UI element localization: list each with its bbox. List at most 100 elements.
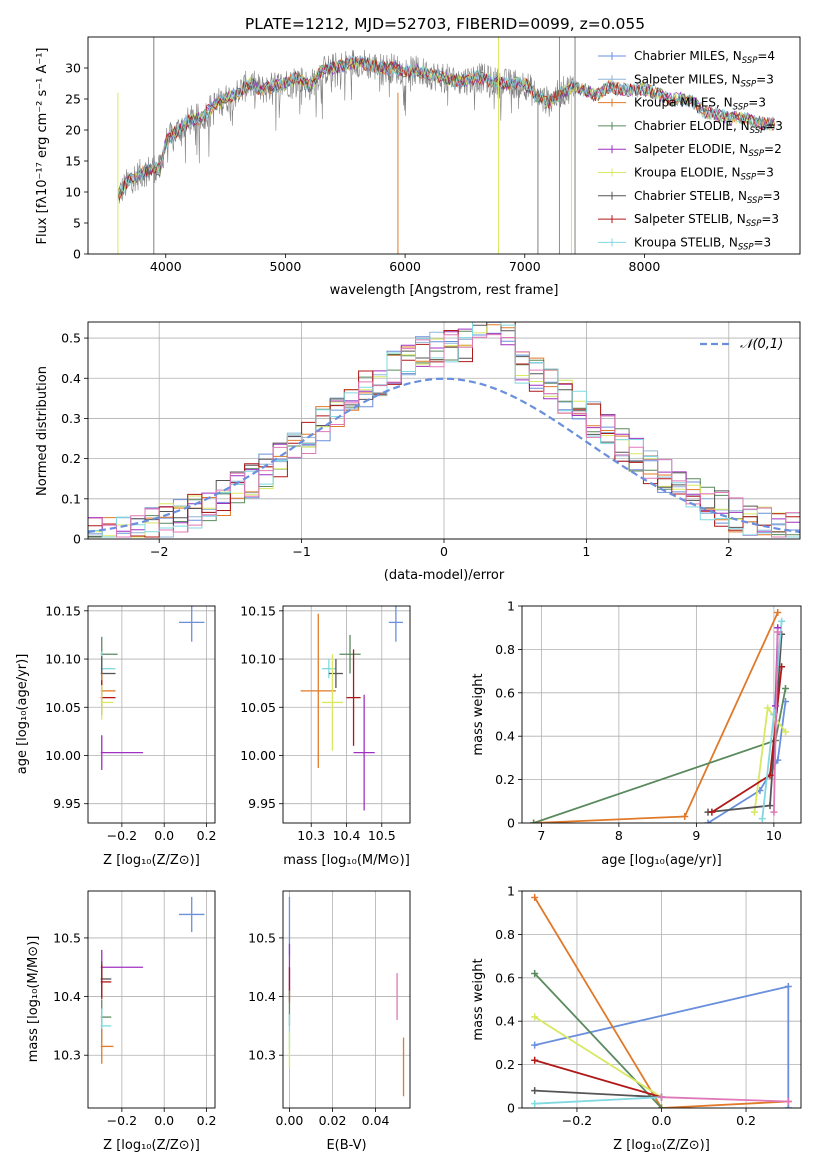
weight-point	[778, 663, 786, 671]
y-tick-label: 0.2	[61, 451, 81, 466]
weight-point	[531, 1013, 539, 1021]
legend-label: 𝒩(0,1)	[740, 337, 783, 352]
legend-label: Salpeter ELODIE, NSSP=2	[634, 142, 782, 159]
weight-point	[531, 1041, 539, 1049]
y-tick-label: 0.8	[495, 927, 515, 942]
y-tick-label: 10.05	[45, 700, 81, 715]
y-tick-label: 9.95	[53, 796, 81, 811]
hist-legend: 𝒩(0,1)	[700, 337, 783, 352]
x-tick-label: 1	[582, 544, 590, 559]
weight-point	[778, 617, 786, 625]
y-tick-label: 0.2	[495, 772, 515, 787]
x-tick-label: −1	[292, 544, 310, 559]
x-tick-label: 8000	[629, 259, 661, 274]
mass_vs_Z-panel: −0.2 0.0 0.2 10.3 10.4 10.5 Z [log₁₀(Z/Z⊙)] mas…	[26, 890, 217, 1153]
weight-point	[658, 1093, 665, 1101]
weight-point	[784, 1097, 792, 1105]
y-axis-label: Flux [fλ10⁻¹⁷ erg cm⁻² s⁻¹ A⁻¹]	[35, 48, 50, 245]
y-tick-label: 5	[73, 216, 81, 231]
y-axis-label: mass weight	[471, 673, 486, 755]
weight_vs_Z-plot-area	[531, 894, 792, 1108]
age_vs_mass-plot-area	[300, 606, 403, 811]
x-tick-label: −0.2	[562, 1113, 592, 1128]
x-tick-label: 0.2	[197, 1113, 217, 1128]
x-tick-label: 6000	[389, 259, 421, 274]
y-tick-label: 10.00	[240, 748, 276, 763]
y-axis-label: mass weight	[471, 958, 486, 1040]
weight-point	[784, 982, 792, 990]
axes-frame	[521, 890, 802, 1109]
weight-point	[758, 815, 766, 823]
y-tick-label: 0.3	[61, 411, 81, 426]
weight_vs_age-panel: 7 8 9 10 0 0.2 0.4 0.6 0.8 1 age [log₁₀(age/yr)] ma…	[471, 599, 802, 868]
x-tick-label: −0.2	[107, 828, 137, 843]
weight_vs_Z-panel: −0.2 0.0 0.2 0 0.2 0.4 0.6 0.8 1 Z [log₁₀(Z/Z⊙)] m…	[471, 884, 802, 1153]
x-axis-label: wavelength [Angstrom, rest frame]	[330, 283, 559, 298]
y-tick-label: 0	[73, 532, 81, 547]
x-axis-label: Z [log₁₀(Z/Z⊙)]	[613, 1138, 710, 1153]
x-tick-label: 10.5	[368, 828, 396, 843]
weight-point	[764, 704, 772, 712]
weight-series-line	[534, 1089, 662, 1099]
x-tick-label: 0.04	[362, 1113, 390, 1128]
x-axis-label: Z [log₁₀(Z/Z⊙)]	[103, 853, 200, 868]
normal-curve	[88, 377, 800, 534]
x-tick-label: −0.2	[107, 1113, 137, 1128]
axes-frame	[87, 890, 216, 1109]
weight-point	[766, 802, 774, 810]
x-tick-label: 9	[692, 828, 700, 843]
x-tick-label: 0.0	[154, 828, 174, 843]
weight-series-line	[534, 972, 663, 1108]
histogram-step	[88, 322, 800, 538]
x-tick-label: 4000	[150, 259, 182, 274]
x-tick-label: 0	[440, 544, 448, 559]
y-tick-label: 10.5	[53, 930, 81, 945]
y-axis-label: Normed distribution	[35, 366, 50, 496]
weight-point	[681, 812, 689, 820]
legend-label: Salpeter MILES, NSSP=3	[634, 72, 774, 89]
age_vs_Z-panel: −0.2 0.0 0.2 9.95 10.00 10.05 10.10 10.15 Z [log…	[15, 603, 216, 868]
weight-point	[778, 630, 786, 638]
y-tick-label: 10.10	[240, 652, 276, 667]
weight-point	[782, 684, 789, 692]
weight-point	[531, 969, 539, 977]
y-tick-label: 0.6	[495, 685, 515, 700]
y-axis-label: mass [log₁₀(M/M⊙)]	[26, 936, 41, 1063]
x-tick-label: 5000	[270, 259, 302, 274]
axes-frame	[282, 890, 411, 1109]
weight-point	[770, 808, 778, 816]
y-tick-label: 30	[65, 61, 81, 76]
y-tick-label: 9.95	[248, 796, 276, 811]
x-axis-label: Z [log₁₀(Z/Z⊙)]	[103, 1138, 200, 1153]
residuals-panel: −2 −1 0 1 2 0 0.1 0.2 0.3 0.4 0.5 𝒩(0,1) (data-model…	[35, 321, 801, 583]
x-tick-label: 0.02	[319, 1113, 347, 1128]
x-tick-label: 0.2	[197, 828, 217, 843]
model-spectrum-line	[117, 55, 775, 196]
spectrum-plot-area	[117, 37, 775, 254]
x-axis-label: age [log₁₀(age/yr)]	[601, 853, 722, 868]
legend-label: Kroupa MILES, NSSP=3	[634, 96, 766, 113]
x-tick-label: 0.00	[276, 1113, 304, 1128]
x-tick-label: −2	[150, 544, 168, 559]
legend-label: Chabrier MILES, NSSP=4	[634, 49, 775, 66]
weight-point	[774, 628, 782, 636]
y-tick-label: 10.5	[248, 930, 276, 945]
weight-point	[531, 1087, 539, 1095]
figure-title: PLATE=1212, MJD=52703, FIBERID=0099, z=0…	[245, 15, 645, 33]
y-tick-label: 0.8	[495, 642, 515, 657]
x-tick-label: 10.3	[297, 828, 325, 843]
weight-point	[531, 1056, 539, 1064]
spectrum-panel: 4000 5000 6000 7000 8000 0 5 10 15 20 25 30 Chabrier…	[35, 36, 801, 298]
y-tick-label: 10.4	[53, 989, 81, 1004]
age_vs_mass-panel: 10.3 10.4 10.5 9.95 10.00 10.05 10.10 10.15 mass…	[240, 603, 411, 868]
weight-series-line	[533, 612, 779, 823]
y-tick-label: 10.15	[45, 603, 81, 618]
x-axis-label: E(B-V)	[326, 1138, 366, 1153]
y-tick-label: 0.2	[495, 1057, 515, 1072]
x-tick-label: 0.0	[652, 1113, 672, 1128]
weight-series-line	[534, 1096, 662, 1105]
model-spectrum-line	[117, 56, 775, 196]
x-tick-label: 7	[537, 828, 545, 843]
y-tick-label: 0.5	[61, 331, 81, 346]
